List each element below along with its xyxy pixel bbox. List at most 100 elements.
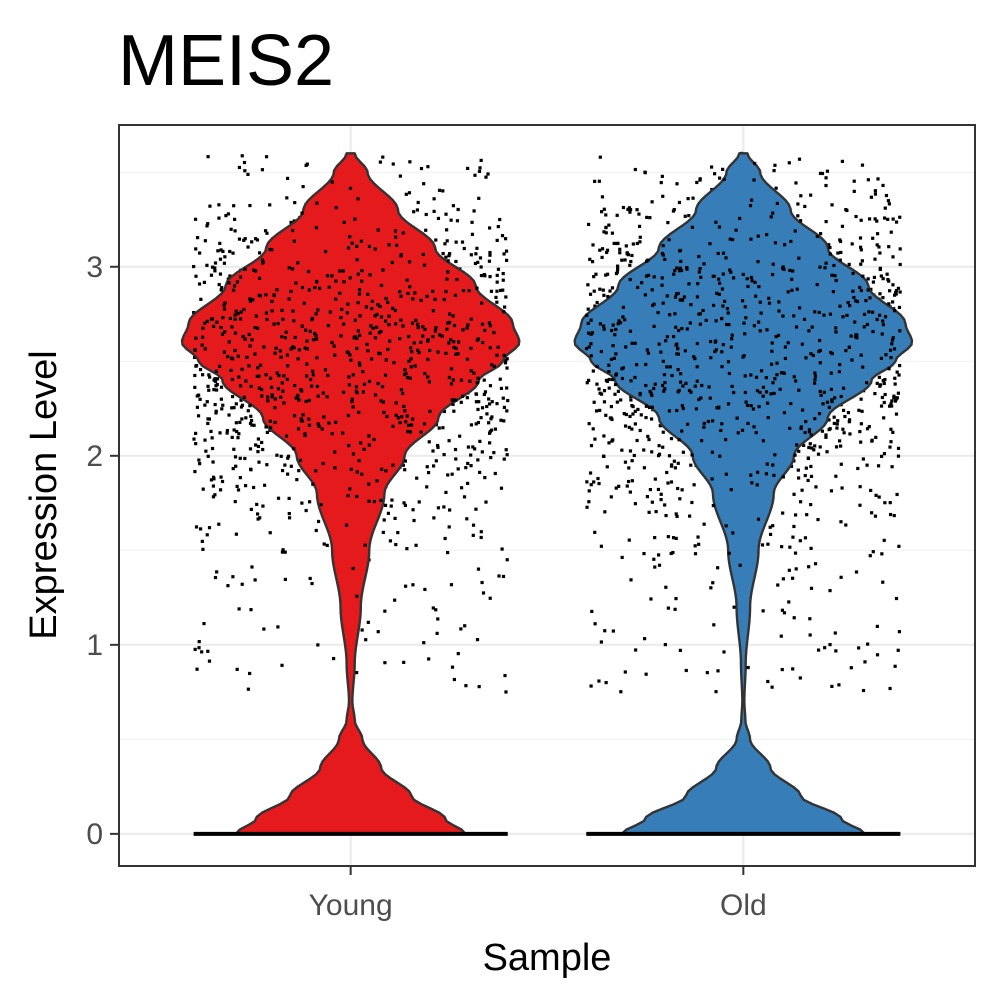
expression-point xyxy=(615,213,619,217)
expression-point xyxy=(326,373,330,378)
expression-point xyxy=(675,352,679,356)
expression-point xyxy=(202,280,206,284)
expression-point xyxy=(666,481,670,485)
expression-point xyxy=(657,444,661,448)
expression-point xyxy=(384,358,388,362)
jitter-points-overlay xyxy=(192,155,902,836)
expression-point xyxy=(891,217,895,221)
expression-point xyxy=(678,298,682,302)
expression-point xyxy=(305,374,309,378)
expression-point xyxy=(484,500,488,504)
expression-point xyxy=(435,631,439,635)
expression-point xyxy=(883,501,887,505)
expression-point xyxy=(788,268,792,273)
expression-point xyxy=(664,513,668,518)
expression-point xyxy=(492,364,496,368)
expression-point xyxy=(609,495,613,499)
expression-point xyxy=(687,388,692,393)
expression-point xyxy=(419,298,423,302)
expression-point xyxy=(656,310,660,315)
expression-point xyxy=(470,232,475,236)
expression-point xyxy=(256,450,260,454)
expression-point xyxy=(587,331,591,335)
expression-point xyxy=(310,316,315,321)
expression-point xyxy=(459,400,463,404)
expression-point xyxy=(495,353,499,357)
expression-point xyxy=(834,649,838,653)
expression-point xyxy=(366,349,370,353)
expression-point xyxy=(823,266,827,270)
expression-point xyxy=(823,646,827,650)
expression-point xyxy=(781,314,785,318)
expression-point xyxy=(846,300,850,305)
expression-point xyxy=(614,327,618,332)
expression-point xyxy=(779,634,783,638)
expression-point xyxy=(818,265,822,269)
expression-point xyxy=(230,377,235,382)
expression-point xyxy=(860,409,864,413)
expression-point xyxy=(602,327,606,331)
expression-point xyxy=(208,204,212,208)
expression-point xyxy=(201,335,205,339)
expression-point xyxy=(623,424,628,428)
expression-point xyxy=(220,407,224,411)
expression-point xyxy=(868,296,872,300)
expression-point xyxy=(858,245,863,249)
expression-point xyxy=(783,345,787,349)
expression-point xyxy=(427,440,431,444)
expression-point xyxy=(467,288,471,293)
expression-point xyxy=(689,463,693,467)
expression-point xyxy=(749,198,754,202)
expression-point xyxy=(360,279,364,283)
expression-point xyxy=(585,313,589,317)
expression-point xyxy=(693,357,697,361)
expression-point xyxy=(800,488,804,492)
expression-point xyxy=(793,513,798,517)
expression-point xyxy=(725,307,730,311)
expression-point xyxy=(854,214,858,219)
expression-point xyxy=(411,297,415,301)
expression-point xyxy=(653,477,657,481)
expression-point xyxy=(834,326,838,330)
expression-point xyxy=(680,298,684,302)
expression-point xyxy=(287,297,291,301)
expression-point xyxy=(891,430,895,434)
expression-point xyxy=(228,274,232,278)
expression-point xyxy=(845,313,849,317)
expression-point xyxy=(877,375,881,379)
expression-point xyxy=(281,389,285,393)
x-axis-title: Sample xyxy=(483,937,612,979)
expression-point xyxy=(596,476,600,481)
expression-point xyxy=(598,391,602,395)
expression-point xyxy=(473,173,477,177)
expression-point xyxy=(300,501,304,505)
expression-point xyxy=(228,316,232,321)
expression-point xyxy=(386,347,390,352)
expression-point xyxy=(669,551,673,556)
expression-point xyxy=(607,363,611,367)
expression-point xyxy=(213,261,218,265)
expression-point xyxy=(888,445,892,449)
expression-point xyxy=(193,469,197,474)
expression-point xyxy=(890,465,894,469)
expression-point xyxy=(613,333,617,337)
expression-point xyxy=(381,268,385,272)
expression-point xyxy=(638,235,642,239)
expression-point xyxy=(621,305,625,309)
expression-point xyxy=(861,365,865,369)
expression-point xyxy=(859,218,863,222)
expression-point xyxy=(449,338,453,342)
expression-point xyxy=(764,390,769,394)
expression-point xyxy=(313,285,317,290)
expression-point xyxy=(616,264,620,268)
expression-point xyxy=(261,447,265,452)
expression-point xyxy=(854,570,859,574)
expression-point xyxy=(445,327,449,331)
expression-point xyxy=(709,165,714,169)
expression-point xyxy=(676,347,680,351)
expression-point xyxy=(657,563,662,567)
expression-point xyxy=(614,372,619,376)
expression-point xyxy=(495,273,499,277)
expression-point xyxy=(859,397,863,401)
expression-point xyxy=(597,481,601,486)
